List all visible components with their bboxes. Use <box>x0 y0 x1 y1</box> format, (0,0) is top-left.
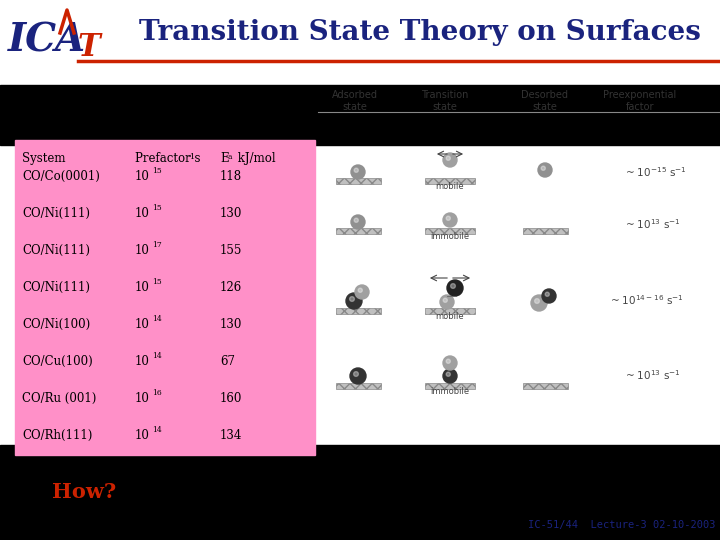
Text: 118: 118 <box>220 170 242 183</box>
Text: CO/Ni(111): CO/Ni(111) <box>22 281 90 294</box>
Text: 134: 134 <box>220 429 243 442</box>
Circle shape <box>443 298 447 302</box>
Text: 10: 10 <box>135 281 150 294</box>
Text: Adsorbed
state: Adsorbed state <box>332 90 378 112</box>
Text: mobile: mobile <box>436 312 464 321</box>
Text: CO/Ni(111): CO/Ni(111) <box>22 244 90 257</box>
Text: a: a <box>228 153 233 161</box>
Text: 15: 15 <box>152 278 162 286</box>
Text: 130: 130 <box>220 318 243 331</box>
Circle shape <box>354 168 359 172</box>
Circle shape <box>545 292 549 296</box>
Text: CO/Ni(111): CO/Ni(111) <box>22 207 90 220</box>
Circle shape <box>446 359 450 363</box>
Text: 10: 10 <box>135 429 150 442</box>
Circle shape <box>446 216 450 220</box>
Bar <box>425 228 475 234</box>
Text: 10: 10 <box>135 392 150 405</box>
Bar <box>523 383 567 389</box>
Text: 10: 10 <box>135 244 150 257</box>
Text: IC-51/44  Lecture-3 02-10-2003: IC-51/44 Lecture-3 02-10-2003 <box>528 520 715 530</box>
Text: 17: 17 <box>152 241 162 249</box>
Text: 160: 160 <box>220 392 243 405</box>
Text: Desorbed
state: Desorbed state <box>521 90 569 112</box>
Circle shape <box>350 368 366 384</box>
Text: CO/Rh(111): CO/Rh(111) <box>22 429 92 442</box>
Bar <box>0 445 720 540</box>
Circle shape <box>351 165 365 179</box>
Text: CO/Ru (001): CO/Ru (001) <box>22 392 96 405</box>
Text: -1: -1 <box>188 153 197 161</box>
Circle shape <box>447 280 463 296</box>
Text: immobile: immobile <box>431 387 469 396</box>
Circle shape <box>443 153 457 167</box>
Text: 15: 15 <box>152 204 162 212</box>
Text: T: T <box>78 32 101 64</box>
Text: 15: 15 <box>152 167 162 175</box>
Text: 10: 10 <box>135 355 150 368</box>
Text: E: E <box>220 152 229 165</box>
Circle shape <box>355 285 369 299</box>
Text: 16: 16 <box>152 389 162 397</box>
Circle shape <box>446 372 450 376</box>
Circle shape <box>534 299 539 303</box>
Bar <box>425 383 475 389</box>
Bar <box>15 140 315 455</box>
Circle shape <box>354 372 359 376</box>
Circle shape <box>443 356 457 370</box>
Text: immobile: immobile <box>431 232 469 241</box>
Text: ~ 10$^{13}$ s$^{-1}$: ~ 10$^{13}$ s$^{-1}$ <box>625 217 680 231</box>
Bar <box>425 178 475 184</box>
Circle shape <box>531 295 547 311</box>
Text: 10: 10 <box>135 170 150 183</box>
Text: 130: 130 <box>220 207 243 220</box>
Text: 155: 155 <box>220 244 243 257</box>
Circle shape <box>440 295 454 309</box>
Bar <box>336 308 380 314</box>
Text: kJ/mol: kJ/mol <box>234 152 276 165</box>
Text: CO/Cu(100): CO/Cu(100) <box>22 355 93 368</box>
Circle shape <box>542 289 556 303</box>
Text: 10: 10 <box>135 318 150 331</box>
Text: 67: 67 <box>220 355 235 368</box>
Text: 14: 14 <box>152 315 162 323</box>
Text: 10: 10 <box>135 207 150 220</box>
Text: Transition
state: Transition state <box>421 90 469 112</box>
Text: How?: How? <box>52 482 116 502</box>
Text: CO/Co(0001): CO/Co(0001) <box>22 170 100 183</box>
Text: Transition State Theory on Surfaces: Transition State Theory on Surfaces <box>139 18 701 45</box>
Text: System: System <box>22 152 66 165</box>
Circle shape <box>443 369 457 383</box>
Circle shape <box>350 296 354 301</box>
Text: IC: IC <box>8 21 57 59</box>
Text: mobile: mobile <box>436 182 464 191</box>
Bar <box>425 308 475 314</box>
Text: ~ 10$^{-15}$ s$^{-1}$: ~ 10$^{-15}$ s$^{-1}$ <box>625 165 687 179</box>
Circle shape <box>346 293 362 309</box>
Circle shape <box>538 163 552 177</box>
Bar <box>336 228 380 234</box>
Text: Prefactor s: Prefactor s <box>135 152 200 165</box>
Text: CO/Ni(100): CO/Ni(100) <box>22 318 90 331</box>
Circle shape <box>446 156 450 160</box>
Text: 14: 14 <box>152 352 162 360</box>
Text: 126: 126 <box>220 281 242 294</box>
Text: 14: 14 <box>152 426 162 434</box>
Circle shape <box>541 166 545 170</box>
Bar <box>336 383 380 389</box>
Bar <box>523 228 567 234</box>
Text: ~ 10$^{14-16}$ s$^{-1}$: ~ 10$^{14-16}$ s$^{-1}$ <box>610 293 684 307</box>
Text: A: A <box>54 21 84 59</box>
Text: Preexponential
factor: Preexponential factor <box>603 90 677 112</box>
Circle shape <box>354 218 359 222</box>
Bar <box>0 85 720 145</box>
Text: ~ 10$^{13}$ s$^{-1}$: ~ 10$^{13}$ s$^{-1}$ <box>625 368 680 382</box>
Circle shape <box>451 284 455 288</box>
Bar <box>336 178 380 184</box>
Circle shape <box>351 215 365 229</box>
Circle shape <box>358 288 362 292</box>
Circle shape <box>443 213 457 227</box>
